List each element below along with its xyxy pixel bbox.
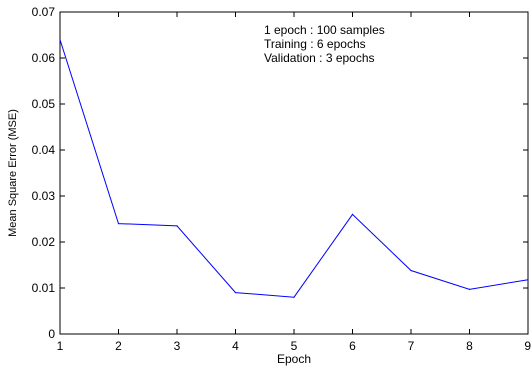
x-tick-label: 3 <box>174 339 181 353</box>
annotation-line-1: 1 epoch : 100 samples <box>264 23 385 37</box>
data-point <box>527 279 529 281</box>
x-tick-label: 6 <box>349 339 356 353</box>
y-tick-label: 0.07 <box>32 5 56 19</box>
x-tick-label: 9 <box>524 339 531 353</box>
x-axis-label: Epoch <box>277 352 311 366</box>
data-point <box>351 213 354 215</box>
y-tick-label: 0.04 <box>32 143 56 157</box>
y-tick-label: 0 <box>48 327 55 341</box>
y-tick-label: 0.03 <box>32 189 56 203</box>
data-point <box>234 292 237 294</box>
data-point <box>59 39 61 41</box>
data-point <box>117 223 120 225</box>
data-point <box>293 296 295 298</box>
y-axis-label: Mean Square Error (MSE) <box>7 109 19 237</box>
data-point <box>176 225 178 227</box>
y-tick-label: 0.06 <box>32 51 56 65</box>
plot-area <box>59 11 529 335</box>
x-tick-label: 4 <box>232 339 239 353</box>
x-tick-label: 7 <box>408 339 415 353</box>
annotation-line-3: Validation : 3 epochs <box>264 51 375 65</box>
y-tick-label: 0.05 <box>32 97 56 111</box>
series-points <box>59 39 529 298</box>
y-tick-label: 0.02 <box>32 235 56 249</box>
annotation-line-2: Training : 6 epochs <box>264 37 366 51</box>
x-axis-ticks: 1 2 3 4 5 6 7 8 9 <box>57 12 531 353</box>
data-point <box>410 269 412 272</box>
x-tick-label: 1 <box>57 339 64 353</box>
x-tick-label: 8 <box>466 339 473 353</box>
data-point <box>468 288 471 290</box>
x-tick-label: 2 <box>115 339 122 353</box>
x-tick-label: 5 <box>291 339 298 353</box>
y-axis-ticks: 0 0.01 0.02 0.03 0.04 0.05 0.06 0.07 <box>32 5 528 341</box>
y-tick-label: 0.01 <box>32 281 56 295</box>
